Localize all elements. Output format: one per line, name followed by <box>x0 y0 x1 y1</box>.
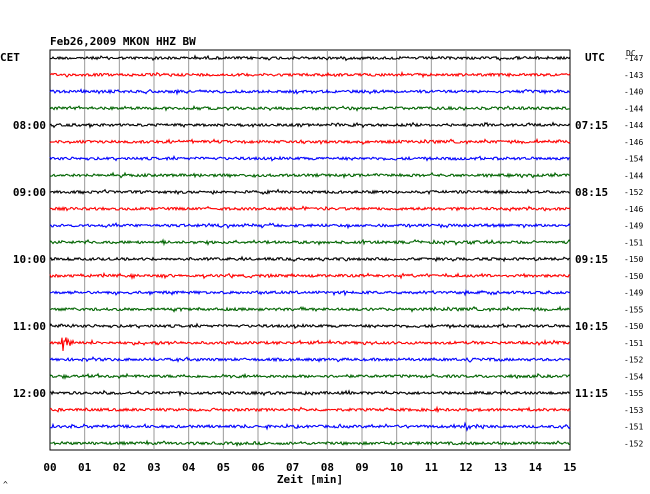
dc-value: -151 <box>624 423 643 432</box>
trace-line <box>50 421 571 432</box>
trace-line <box>49 372 571 380</box>
trace-line <box>49 188 571 196</box>
trace-line <box>49 137 571 146</box>
dc-value: -155 <box>624 389 643 398</box>
dc-value: -150 <box>624 272 643 281</box>
trace-line <box>49 222 571 230</box>
dc-value: -152 <box>624 356 643 365</box>
utc-time-label: 07:15 <box>575 119 608 132</box>
dc-value: -147 <box>624 54 643 63</box>
trace-line <box>49 70 571 79</box>
trace-line <box>49 121 571 129</box>
dc-value: -150 <box>624 322 643 331</box>
trace-line <box>49 289 571 297</box>
x-tick-label: 07 <box>286 461 299 474</box>
cet-axis-label: CET <box>0 51 20 64</box>
dc-value: -151 <box>624 238 643 247</box>
dc-value: -152 <box>624 439 643 448</box>
dc-value: -154 <box>624 155 643 164</box>
x-tick-label: 15 <box>563 461 576 474</box>
dc-value: -144 <box>624 171 643 180</box>
dc-label: DC <box>626 49 636 58</box>
x-tick-label: 06 <box>251 461 265 474</box>
x-tick-label: 00 <box>43 461 56 474</box>
cet-time-label: 10:00 <box>13 253 46 266</box>
trace-line <box>49 439 570 447</box>
utc-time-label: 10:15 <box>575 320 608 333</box>
dc-value: -140 <box>624 88 643 97</box>
trace-line <box>49 405 571 414</box>
dc-value: -151 <box>624 339 643 348</box>
cet-time-label: 08:00 <box>13 119 46 132</box>
trace-line <box>49 271 571 281</box>
dc-value: -149 <box>624 222 643 231</box>
trace-line <box>49 104 571 112</box>
cet-time-label: 11:00 <box>13 320 46 333</box>
trace-line <box>49 255 571 263</box>
trace-line <box>49 305 571 313</box>
utc-time-label: 11:15 <box>575 387 608 400</box>
dc-value: -149 <box>624 289 643 298</box>
x-tick-label: 12 <box>459 461 472 474</box>
trace-line <box>49 238 571 247</box>
trace-line <box>49 389 571 398</box>
dc-value: -144 <box>624 104 643 113</box>
utc-time-label: 09:15 <box>575 253 608 266</box>
utc-axis-label: UTC <box>585 51 605 64</box>
trace-line <box>49 171 571 180</box>
dc-values: -147 -143 -140 -144 -144 -146 -154 -144 -152 -146… <box>624 54 643 448</box>
x-tick-labels: 00 01 02 03 04 05 06 07 08 09 10 11 12 13 14 15 <box>43 461 576 474</box>
x-tick-label: 11 <box>425 461 439 474</box>
x-tick-label: 09 <box>355 461 368 474</box>
dc-value: -152 <box>624 188 643 197</box>
x-tick-label: 13 <box>494 461 507 474</box>
utc-time-label: 08:15 <box>575 186 608 199</box>
utc-time-labels: 07:15 08:15 09:15 10:15 11:15 <box>575 119 608 400</box>
minute-grid <box>84 50 536 450</box>
trace-line <box>49 54 571 62</box>
trace-line <box>49 356 571 363</box>
x-tick-label: 02 <box>113 461 126 474</box>
trace-line <box>49 337 571 351</box>
dc-value: -146 <box>624 138 643 147</box>
cet-time-label: 12:00 <box>13 387 46 400</box>
dc-value: -144 <box>624 121 643 130</box>
x-tick-label: 01 <box>78 461 92 474</box>
dc-value: -146 <box>624 205 643 214</box>
dc-value: -153 <box>624 406 643 415</box>
x-tick-label: 08 <box>321 461 334 474</box>
trace-line <box>49 155 570 162</box>
seismic-traces <box>49 54 571 447</box>
dc-value: -154 <box>624 372 643 381</box>
trace-line <box>49 205 571 213</box>
plot-frame <box>49 49 571 451</box>
x-tick-label: 05 <box>217 461 230 474</box>
dc-value: -150 <box>624 255 643 264</box>
dc-value: -143 <box>624 71 643 80</box>
cet-time-label: 09:00 <box>13 186 46 199</box>
corner-mark: ^ <box>3 480 8 489</box>
dc-value: -155 <box>624 305 643 314</box>
chart-title: Feb26,2009 MKON HHZ BW <box>50 35 196 48</box>
x-tick-label: 04 <box>182 461 196 474</box>
cet-time-labels: 08:00 09:00 10:00 11:00 12:00 <box>13 119 46 400</box>
trace-line <box>49 322 571 330</box>
x-tick-label: 14 <box>529 461 543 474</box>
x-tick-label: 10 <box>390 461 403 474</box>
x-tick-label: 03 <box>147 461 160 474</box>
x-axis-label: Zeit [min] <box>277 473 343 486</box>
trace-line <box>49 88 571 96</box>
